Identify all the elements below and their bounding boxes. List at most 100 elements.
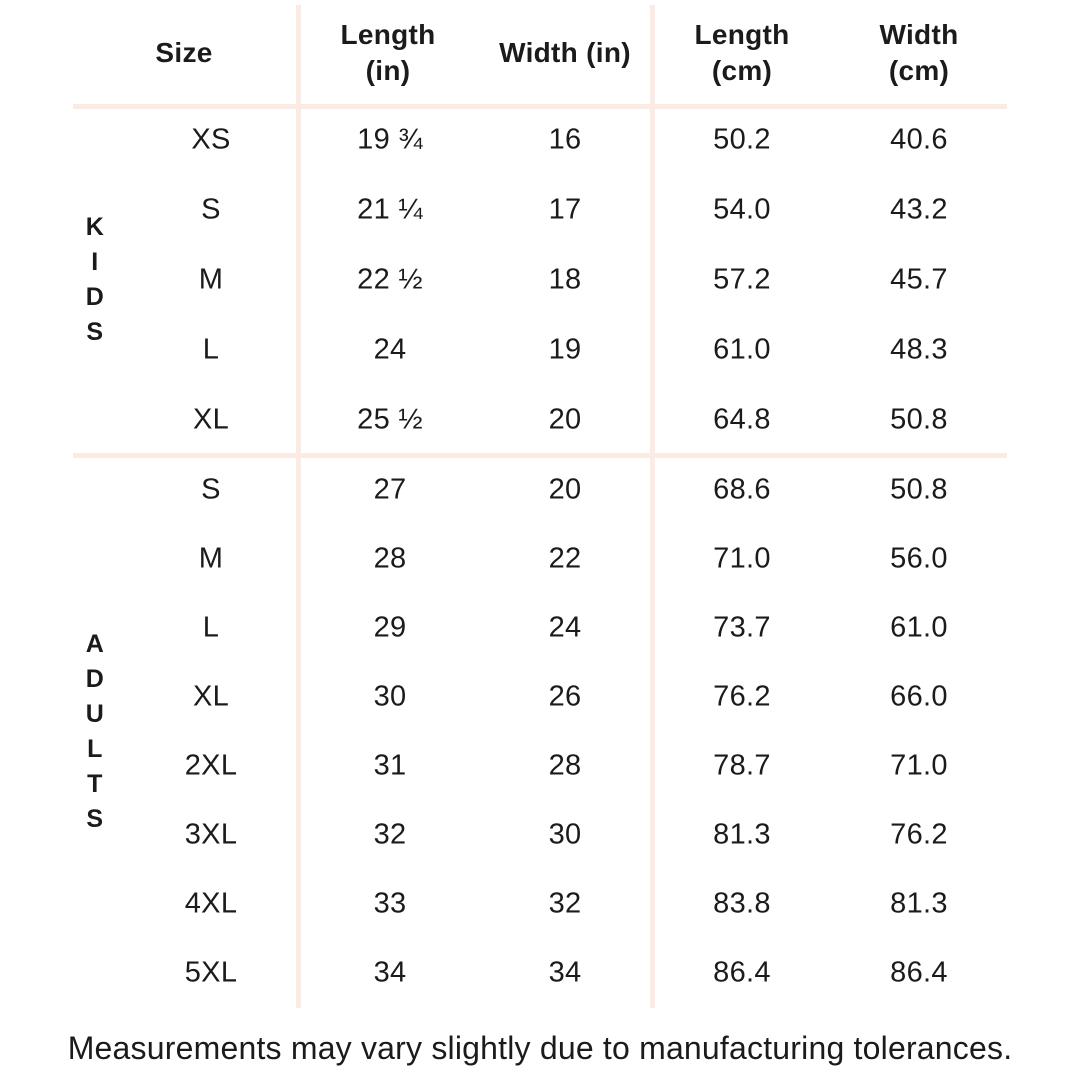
cell-length-in: 30 — [373, 680, 407, 713]
column-divider-right — [650, 5, 655, 1008]
cell-width-cm: 81.3 — [890, 887, 948, 920]
group-letter: I — [91, 248, 99, 276]
table-row: 3XL 32 30 81.3 76.2 — [0, 801, 1080, 870]
cell-length-in: 31 — [373, 749, 407, 782]
cell-width-in: 17 — [548, 193, 582, 226]
column-header-length-in: Length (in) — [340, 18, 436, 86]
header-divider — [73, 104, 1007, 109]
cell-width-in: 26 — [548, 680, 582, 713]
cell-length-in: 19 ¾ — [357, 123, 423, 156]
cell-width-cm: 86.4 — [890, 956, 948, 989]
cell-length-cm: 73.7 — [713, 611, 771, 644]
cell-length-in: 21 ¼ — [357, 193, 423, 226]
cell-width-in: 30 — [548, 818, 582, 851]
table-row: 5XL 34 34 86.4 86.4 — [0, 939, 1080, 1008]
cell-length-cm: 71.0 — [713, 542, 771, 575]
cell-length-cm: 81.3 — [713, 818, 771, 851]
section-rows: S 27 20 68.6 50.8 M 28 22 71.0 56.0 L 29 24 73.7 61.0 X… — [0, 455, 1080, 1008]
cell-length-cm: 54.0 — [713, 193, 771, 226]
cell-length-in: 22 ½ — [357, 263, 423, 296]
cell-width-cm: 50.8 — [890, 473, 948, 506]
cell-width-in: 20 — [548, 473, 582, 506]
table-row: S 27 20 68.6 50.8 — [0, 455, 1080, 524]
cell-size: XS — [191, 123, 231, 156]
cell-width-in: 19 — [548, 333, 582, 366]
group-letter: L — [87, 734, 103, 763]
group-letter: K — [85, 213, 105, 241]
cell-length-in: 27 — [373, 473, 407, 506]
cell-width-cm: 76.2 — [890, 818, 948, 851]
cell-width-in: 20 — [548, 403, 582, 436]
table-row: M 22 ½ 18 57.2 45.7 — [0, 245, 1080, 315]
cell-width-in: 22 — [548, 542, 582, 575]
cell-length-cm: 78.7 — [713, 749, 771, 782]
group-letter: S — [86, 804, 104, 833]
cell-length-in: 33 — [373, 887, 407, 920]
cell-size: S — [201, 473, 221, 506]
cell-width-in: 24 — [548, 611, 582, 644]
cell-size: XL — [192, 403, 230, 436]
section-rows: XS 19 ¾ 16 50.2 40.6 S 21 ¼ 17 54.0 43.2 M 22 ½ 18 57… — [0, 105, 1080, 455]
group-letter: A — [85, 629, 105, 658]
cell-length-cm: 50.2 — [713, 123, 771, 156]
group-letter: U — [85, 699, 105, 728]
table-row: 4XL 33 32 83.8 81.3 — [0, 870, 1080, 939]
cell-width-cm: 43.2 — [890, 193, 948, 226]
cell-size: 3XL — [184, 818, 238, 851]
cell-length-cm: 83.8 — [713, 887, 771, 920]
table-row: XL 30 26 76.2 66.0 — [0, 662, 1080, 731]
cell-width-in: 32 — [548, 887, 582, 920]
section-adults: A D U L T S S 27 20 68.6 50.8 M 28 22 71.0 56.0 L 29 24 73.… — [0, 455, 1080, 1008]
section-kids: K I D S XS 19 ¾ 16 50.2 40.6 S 21 ¼ 17 54.0 43.2 M 22 ½… — [0, 105, 1080, 455]
group-letter: S — [86, 318, 104, 346]
table-row: XL 25 ½ 20 64.8 50.8 — [0, 385, 1080, 455]
column-divider-left — [296, 5, 301, 1008]
column-header-size: Size — [155, 36, 213, 68]
cell-length-in: 28 — [373, 542, 407, 575]
cell-width-cm: 66.0 — [890, 680, 948, 713]
cell-length-cm: 64.8 — [713, 403, 771, 436]
cell-length-in: 32 — [373, 818, 407, 851]
table-row: L 29 24 73.7 61.0 — [0, 593, 1080, 662]
cell-length-in: 25 ½ — [357, 403, 423, 436]
cell-size: M — [198, 542, 224, 575]
column-header-width-cm: Width (cm) — [879, 18, 959, 86]
cell-size: M — [198, 263, 224, 296]
header-row: Size Length (in) Width (in) Length (cm) … — [0, 0, 1080, 105]
table-row: 2XL 31 28 78.7 71.0 — [0, 732, 1080, 801]
column-header-length-cm: Length (cm) — [694, 18, 790, 86]
cell-length-cm: 76.2 — [713, 680, 771, 713]
size-chart-table: Size Length (in) Width (in) Length (cm) … — [0, 0, 1080, 1008]
group-letter: T — [87, 769, 103, 798]
cell-size: XL — [192, 680, 230, 713]
cell-length-cm: 86.4 — [713, 956, 771, 989]
cell-size: L — [202, 333, 220, 366]
cell-size: S — [201, 193, 221, 226]
cell-size: 2XL — [184, 749, 238, 782]
column-header-width-in: Width (in) — [499, 36, 631, 68]
cell-width-cm: 56.0 — [890, 542, 948, 575]
cell-width-in: 18 — [548, 263, 582, 296]
cell-length-in: 24 — [373, 333, 407, 366]
cell-width-cm: 50.8 — [890, 403, 948, 436]
cell-size: 4XL — [184, 887, 238, 920]
cell-width-cm: 40.6 — [890, 123, 948, 156]
cell-size: L — [202, 611, 220, 644]
group-letter: D — [85, 664, 105, 693]
table-row: S 21 ¼ 17 54.0 43.2 — [0, 175, 1080, 245]
cell-width-in: 28 — [548, 749, 582, 782]
cell-width-in: 16 — [548, 123, 582, 156]
cell-length-cm: 68.6 — [713, 473, 771, 506]
cell-length-cm: 57.2 — [713, 263, 771, 296]
table-row: M 28 22 71.0 56.0 — [0, 524, 1080, 593]
cell-width-in: 34 — [548, 956, 582, 989]
cell-width-cm: 61.0 — [890, 611, 948, 644]
cell-width-cm: 71.0 — [890, 749, 948, 782]
tolerance-note: Measurements may vary slightly due to ma… — [67, 1030, 1013, 1066]
group-letter: D — [85, 283, 105, 311]
cell-width-cm: 48.3 — [890, 333, 948, 366]
cell-width-cm: 45.7 — [890, 263, 948, 296]
